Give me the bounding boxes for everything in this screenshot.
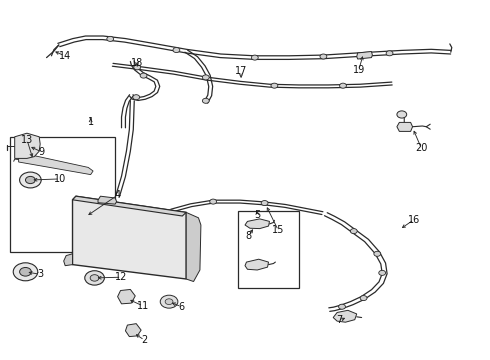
Text: 2: 2 (142, 335, 147, 345)
Circle shape (81, 214, 91, 221)
Text: 20: 20 (415, 143, 428, 153)
Circle shape (202, 75, 209, 80)
Circle shape (397, 111, 407, 118)
Circle shape (320, 54, 327, 59)
Polygon shape (245, 219, 270, 229)
Circle shape (75, 210, 97, 226)
Polygon shape (397, 122, 413, 131)
Circle shape (173, 48, 180, 53)
Text: 14: 14 (59, 51, 71, 61)
Circle shape (160, 295, 178, 308)
Polygon shape (357, 51, 372, 59)
Circle shape (340, 83, 346, 88)
Text: 9: 9 (39, 147, 45, 157)
Text: 17: 17 (235, 66, 247, 76)
Polygon shape (125, 324, 141, 337)
Circle shape (25, 176, 35, 184)
Polygon shape (73, 196, 186, 279)
Circle shape (202, 98, 209, 103)
Text: 10: 10 (54, 174, 66, 184)
Circle shape (133, 95, 140, 100)
Text: 3: 3 (37, 269, 43, 279)
Polygon shape (186, 212, 201, 282)
Bar (10, 137, 115, 252)
Bar (238, 211, 299, 288)
Text: 18: 18 (131, 58, 143, 68)
Circle shape (261, 201, 268, 206)
Text: 15: 15 (272, 225, 285, 235)
Circle shape (350, 229, 357, 234)
Polygon shape (245, 259, 269, 270)
Circle shape (379, 270, 386, 275)
Circle shape (271, 83, 278, 88)
Text: 13: 13 (21, 135, 33, 145)
Polygon shape (118, 289, 135, 304)
Circle shape (140, 73, 147, 78)
Polygon shape (19, 153, 93, 175)
Text: 1: 1 (88, 117, 94, 127)
Circle shape (210, 199, 217, 204)
Circle shape (386, 51, 393, 56)
Circle shape (360, 296, 367, 301)
Text: 11: 11 (137, 301, 149, 311)
Circle shape (165, 299, 173, 305)
Text: 19: 19 (352, 65, 365, 75)
Circle shape (90, 275, 99, 281)
Text: 4: 4 (115, 190, 121, 200)
Circle shape (20, 267, 31, 276)
Polygon shape (64, 254, 73, 266)
Polygon shape (73, 196, 186, 216)
Circle shape (339, 304, 345, 309)
Circle shape (20, 172, 41, 188)
Circle shape (13, 263, 38, 281)
Circle shape (374, 251, 381, 256)
Text: 16: 16 (408, 215, 420, 225)
Polygon shape (15, 133, 40, 158)
Polygon shape (98, 196, 117, 204)
Polygon shape (333, 310, 357, 322)
Circle shape (107, 36, 114, 41)
Circle shape (85, 271, 104, 285)
Text: 7: 7 (337, 315, 343, 325)
Text: 5: 5 (254, 210, 260, 220)
Text: 6: 6 (178, 302, 184, 312)
Circle shape (251, 55, 258, 60)
Text: 12: 12 (115, 272, 128, 282)
Text: 8: 8 (245, 231, 251, 241)
Circle shape (134, 65, 141, 70)
